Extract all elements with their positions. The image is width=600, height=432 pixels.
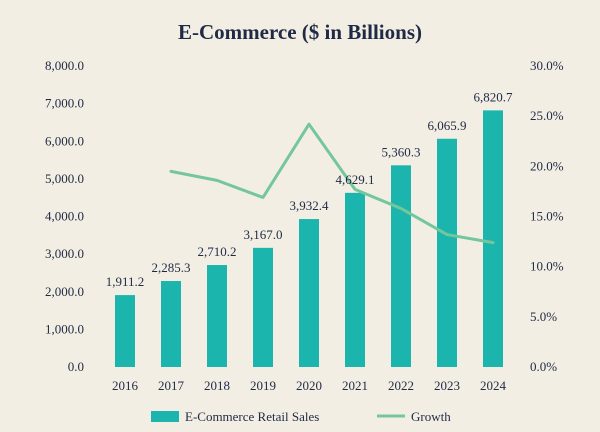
bar-2017	[161, 281, 181, 367]
left-tick-label: 2,000.0	[45, 284, 84, 299]
legend-label-sales: E-Commerce Retail Sales	[185, 409, 319, 424]
bar-data-label: 6,820.7	[474, 89, 514, 104]
legend-swatch-sales	[151, 411, 179, 422]
right-tick-label: 15.0%	[530, 209, 564, 224]
bar-2018	[207, 265, 227, 367]
bar-2022	[391, 165, 411, 367]
right-axis: 0.0% 5.0% 10.0% 15.0% 20.0% 25.0% 30.0%	[530, 58, 564, 374]
bar-2020	[299, 219, 319, 367]
left-tick-label: 4,000.0	[45, 209, 84, 224]
bar-2021	[345, 192, 365, 367]
right-tick-label: 5.0%	[530, 309, 557, 324]
bars	[115, 110, 503, 368]
legend-label-growth: Growth	[411, 409, 451, 424]
right-tick-label: 25.0%	[530, 108, 564, 123]
left-axis: 0.0 1,000.0 2,000.0 3,000.0 4,000.0 5,000.0 6,…	[45, 58, 84, 374]
bar-data-label: 2,285.3	[152, 260, 191, 275]
left-tick-label: 0.0	[68, 359, 84, 374]
x-tick-label: 2019	[250, 378, 276, 393]
right-tick-label: 10.0%	[530, 259, 564, 274]
bar-labels: 1,911.2 2,285.3 2,710.2 3,167.0 3,932.4 4,629…	[106, 89, 513, 289]
x-tick-label: 2018	[204, 378, 230, 393]
chart-title: E-Commerce ($ in Billions)	[178, 20, 422, 44]
x-tick-label: 2023	[434, 378, 460, 393]
bar-2024	[483, 110, 503, 368]
bar-data-label: 3,167.0	[244, 227, 283, 242]
x-tick-label: 2017	[158, 378, 185, 393]
x-axis: 2016 2017 2018 2019 2020 2021 2022 2023 2024	[112, 378, 507, 393]
bar-data-label: 3,932.4	[290, 198, 330, 213]
bar-data-label: 1,911.2	[106, 274, 145, 289]
right-tick-label: 20.0%	[530, 158, 564, 173]
left-tick-label: 6,000.0	[45, 133, 84, 148]
left-tick-label: 3,000.0	[45, 246, 84, 261]
legend: E-Commerce Retail Sales Growth	[151, 409, 451, 424]
x-tick-label: 2021	[342, 378, 368, 393]
x-tick-label: 2022	[388, 378, 414, 393]
growth-line	[169, 122, 495, 245]
bar-data-label: 2,710.2	[198, 244, 237, 259]
bar-2019	[253, 247, 273, 367]
left-tick-label: 1,000.0	[45, 321, 84, 336]
growth-series-line	[169, 122, 495, 245]
right-tick-label: 0.0%	[530, 359, 557, 374]
x-tick-label: 2024	[480, 378, 507, 393]
x-tick-label: 2016	[112, 378, 139, 393]
bar-2016	[115, 295, 135, 367]
bar-data-label: 6,065.9	[428, 118, 467, 133]
bar-data-label: 5,360.3	[382, 144, 421, 159]
left-tick-label: 8,000.0	[45, 58, 84, 73]
x-tick-label: 2020	[296, 378, 322, 393]
right-tick-label: 30.0%	[530, 58, 564, 73]
left-tick-label: 7,000.0	[45, 96, 84, 111]
bar-2023	[437, 138, 457, 367]
left-tick-label: 5,000.0	[45, 171, 84, 186]
bar-data-label: 4,629.1	[336, 172, 375, 187]
